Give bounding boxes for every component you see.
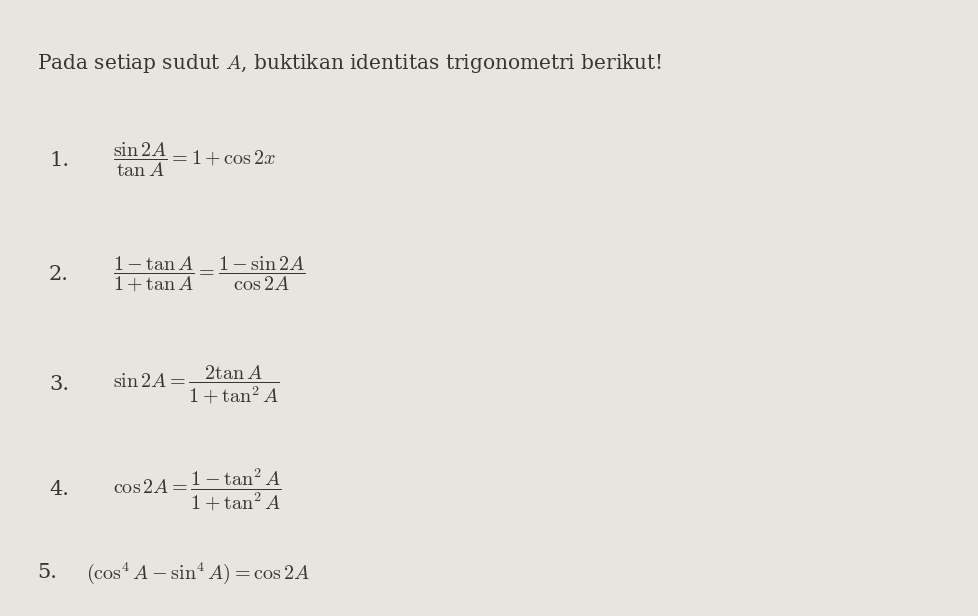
Text: 4.: 4. bbox=[49, 480, 68, 499]
Text: $\cos 2A = \dfrac{1 - \tan^{2} A}{1 + \tan^{2} A}$: $\cos 2A = \dfrac{1 - \tan^{2} A}{1 + \t… bbox=[112, 467, 282, 513]
Text: $\sin 2A = \dfrac{2\tan A}{1 + \tan^{2} A}$: $\sin 2A = \dfrac{2\tan A}{1 + \tan^{2} … bbox=[112, 363, 279, 407]
Text: 3.: 3. bbox=[49, 376, 69, 394]
Text: 5.: 5. bbox=[37, 564, 57, 582]
Text: 1.: 1. bbox=[49, 151, 69, 169]
Text: $\dfrac{\sin 2A}{\tan A} = 1 + \cos 2x$: $\dfrac{\sin 2A}{\tan A} = 1 + \cos 2x$ bbox=[112, 141, 276, 179]
Text: Pada setiap sudut $\mathit{A}$, buktikan identitas trigonometri berikut!: Pada setiap sudut $\mathit{A}$, buktikan… bbox=[37, 52, 662, 75]
Text: 2.: 2. bbox=[49, 265, 68, 283]
Text: $\dfrac{1 - \tan A}{1 + \tan A} = \dfrac{1 - \sin 2A}{\cos 2A}$: $\dfrac{1 - \tan A}{1 + \tan A} = \dfrac… bbox=[112, 254, 305, 294]
Text: $(\cos^{4}A - \sin^{4}A) = \cos 2A$: $(\cos^{4}A - \sin^{4}A) = \cos 2A$ bbox=[86, 560, 310, 586]
